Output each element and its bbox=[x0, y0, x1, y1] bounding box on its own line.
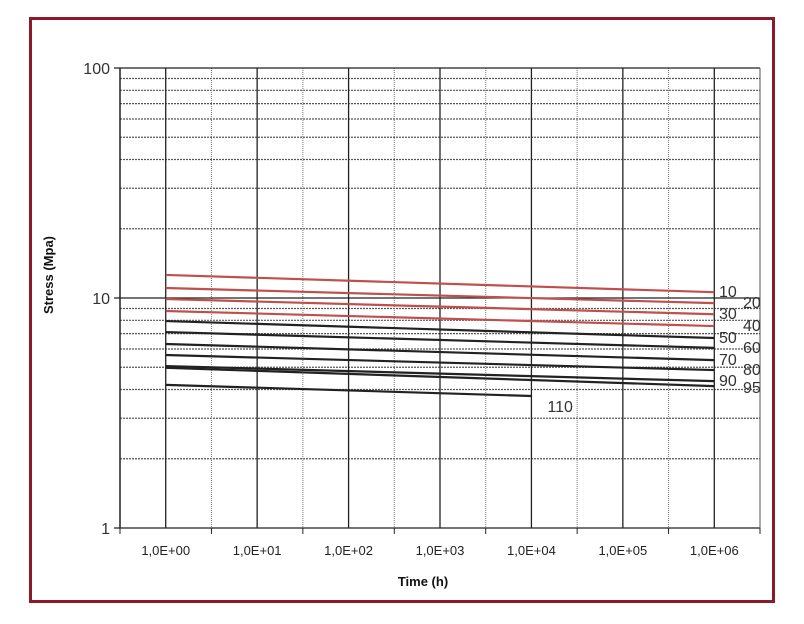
series-label-30: 30 bbox=[719, 306, 737, 323]
x-tick-label: 1,0E+06 bbox=[690, 543, 739, 558]
x-tick-label: 1,0E+01 bbox=[233, 543, 282, 558]
y-tick-label: 1 bbox=[101, 521, 110, 538]
y-tick-label: 100 bbox=[83, 61, 110, 78]
series-line-50 bbox=[165, 319, 715, 340]
series-line-20 bbox=[165, 286, 715, 305]
series-line-70 bbox=[165, 342, 715, 362]
series-label-70: 70 bbox=[719, 352, 737, 369]
series-line-10 bbox=[165, 273, 715, 294]
series-label-60: 60 bbox=[743, 340, 761, 357]
series-line-80 bbox=[165, 353, 715, 372]
chart-frame bbox=[29, 17, 775, 603]
x-tick-label: 1,0E+04 bbox=[507, 543, 556, 558]
series-label-20: 20 bbox=[743, 295, 761, 312]
series-line-95 bbox=[165, 366, 715, 388]
grid bbox=[114, 67, 761, 534]
series-label-50: 50 bbox=[719, 330, 737, 347]
x-axis-title: Time (h) bbox=[398, 574, 448, 589]
series-label-10: 10 bbox=[719, 284, 737, 301]
x-tick-label: 1,0E+00 bbox=[141, 543, 190, 558]
x-tick-label: 1,0E+03 bbox=[416, 543, 465, 558]
series-label-110: 110 bbox=[547, 399, 573, 416]
x-tick-label: 1,0E+05 bbox=[598, 543, 647, 558]
series-line-60 bbox=[165, 330, 715, 349]
x-tick-label: 1,0E+02 bbox=[324, 543, 373, 558]
series-line-30 bbox=[165, 297, 715, 316]
series-line-110 bbox=[165, 383, 532, 398]
series-label-90: 90 bbox=[719, 373, 737, 390]
series-label-80: 80 bbox=[743, 362, 761, 379]
series-line-90 bbox=[165, 364, 715, 383]
series-lines bbox=[165, 273, 715, 398]
series-line-40 bbox=[165, 309, 715, 328]
y-axis-title: Stress (Mpa) bbox=[41, 236, 56, 314]
series-label-40: 40 bbox=[743, 318, 761, 335]
series-labels: 10 20 30 40 50 60 70 80 90 95 110 bbox=[547, 284, 760, 416]
y-tick-label: 10 bbox=[92, 291, 110, 308]
series-label-95: 95 bbox=[743, 380, 761, 397]
